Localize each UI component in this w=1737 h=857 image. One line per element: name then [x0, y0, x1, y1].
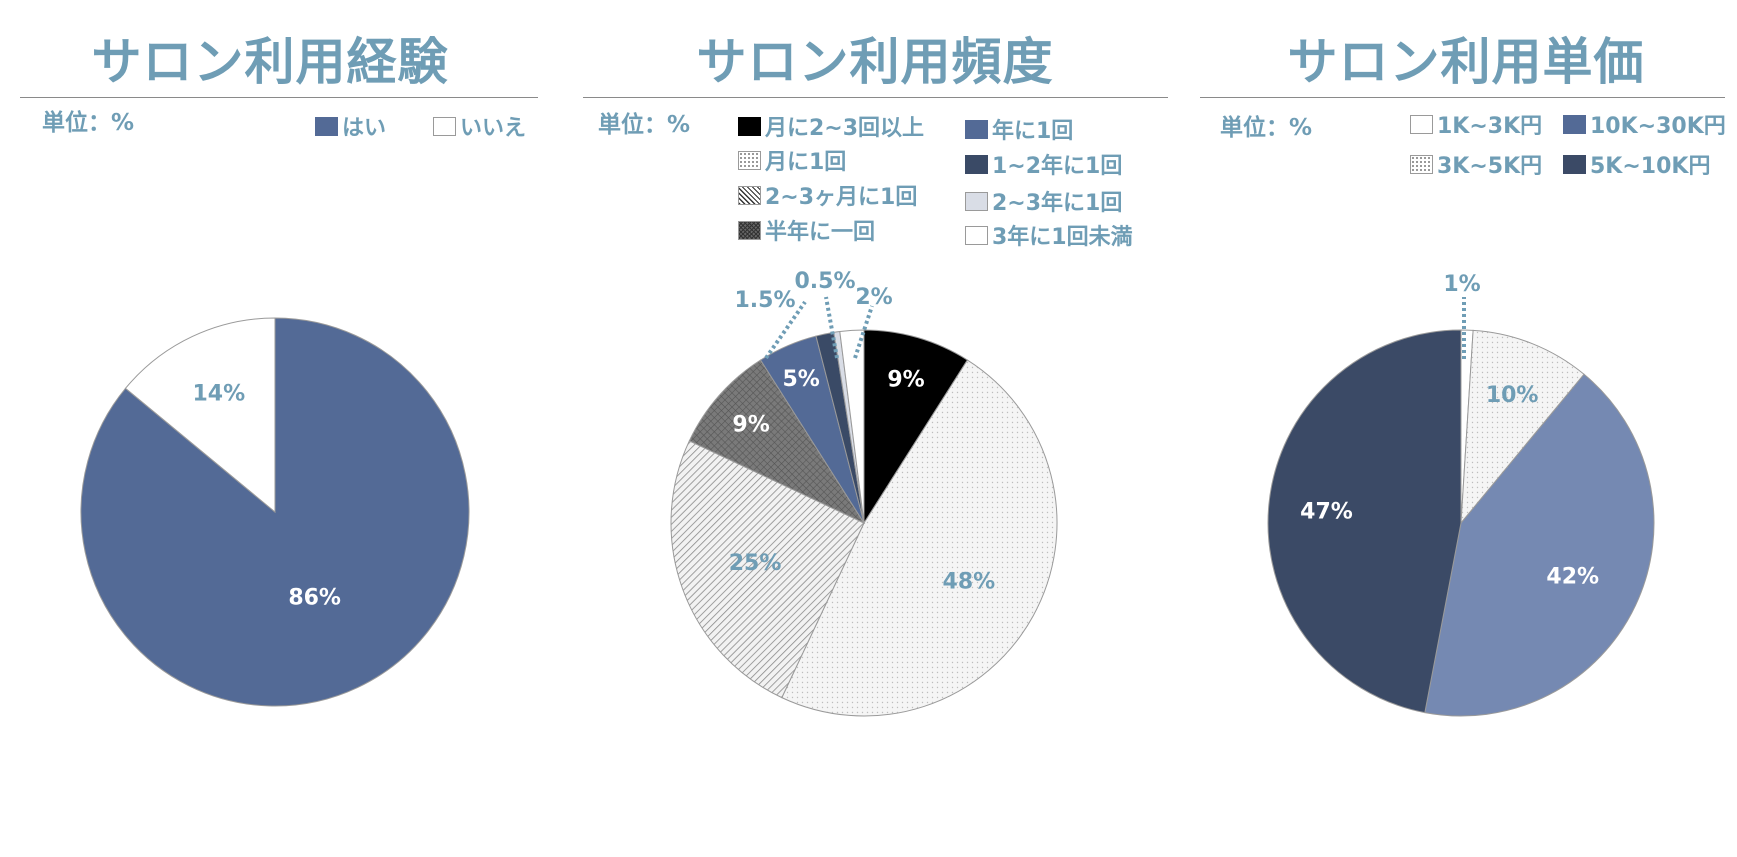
data-label-3: 9% — [732, 412, 769, 437]
legend-label: 半年に一回 — [765, 220, 876, 245]
chart-title: サロン利用頻度 — [696, 33, 1054, 91]
pie-slice-3 — [688, 359, 866, 525]
legend-swatch — [738, 116, 761, 136]
chart-panel-frequency: サロン利用頻度 単位：% 月に2~3回以上 月に1回 2~3ヶ月に1回 半年に一… — [580, 0, 1170, 857]
legend-swatch — [965, 119, 988, 139]
legend-label: 年に1回 — [992, 119, 1074, 144]
legend-item-freq-4: 年に1回 — [965, 113, 1073, 145]
legend-label: 10K~30K円 — [1590, 114, 1726, 139]
pie-slice-1 — [124, 317, 276, 514]
legend-label: 3K~5K円 — [1437, 154, 1543, 179]
pie-slice-7 — [839, 329, 865, 524]
data-label-2: 25% — [729, 551, 782, 576]
data-label-1: 10% — [1486, 383, 1539, 408]
legend-label: はい — [342, 116, 387, 141]
chart-title: サロン利用経験 — [91, 33, 449, 91]
legend-label: 1K~3K円 — [1437, 114, 1543, 139]
data-label-1: 48% — [943, 570, 996, 595]
legend-item-freq-3: 半年に一回 — [738, 214, 875, 246]
legend-label: 2~3ヶ月に1回 — [765, 185, 918, 210]
data-label-5: 1.5% — [734, 288, 795, 313]
unit-label: 単位：% — [1220, 115, 1313, 141]
pie-slice-1 — [1460, 329, 1585, 525]
pie-slice-2 — [670, 440, 865, 699]
legend-swatch — [1410, 154, 1433, 174]
data-label-4: 5% — [782, 367, 819, 392]
legend-swatch — [738, 185, 761, 205]
data-label-0: 1% — [1443, 272, 1480, 297]
leader-line-5 — [764, 300, 807, 360]
legend-item-freq-6: 2~3年に1回 — [965, 185, 1122, 217]
unit-label: 単位：% — [598, 112, 691, 138]
legend-swatch — [965, 154, 988, 174]
legend-swatch — [738, 150, 761, 170]
title-divider — [583, 97, 1168, 98]
chart-panel-price: サロン利用単価 単位：% 1K~3K円 3K~5K円 10K~30K円 5K~1… — [1195, 0, 1737, 857]
data-label-1: 14% — [192, 382, 245, 407]
legend-label: 月に1回 — [765, 150, 847, 175]
legend-item-freq-5: 1~2年に1回 — [965, 148, 1122, 180]
legend-item-freq-1: 月に1回 — [738, 144, 846, 176]
legend-item-price-1: 3K~5K円 — [1410, 148, 1542, 180]
legend-item-price-0: 1K~3K円 — [1410, 108, 1542, 140]
pie-slice-2 — [1424, 373, 1655, 717]
legend-label: 2~3年に1回 — [992, 191, 1123, 216]
legend-label: 月に2~3回以上 — [765, 116, 925, 141]
data-label-0: 86% — [288, 585, 341, 610]
legend-label: 1~2年に1回 — [992, 154, 1123, 179]
legend-item-price-3: 5K~10K円 — [1563, 148, 1710, 180]
pie-slice-3 — [1267, 329, 1462, 714]
pie-slice-0 — [863, 329, 969, 525]
legend-swatch — [315, 116, 338, 136]
data-label-3: 47% — [1300, 499, 1353, 524]
legend-item-freq-0: 月に2~3回以上 — [738, 110, 924, 142]
pie-chart-frequency: 9% 48% 25% 9% 5% 1.5%0.5%2% — [670, 269, 1058, 717]
legend-swatch — [965, 191, 988, 211]
legend-label: いいえ — [460, 116, 527, 141]
pie-slice-1 — [781, 359, 1058, 717]
legend-swatch — [433, 116, 456, 136]
legend-item-no: いいえ — [433, 110, 526, 142]
legend-swatch — [1563, 154, 1586, 174]
unit-label: 単位：% — [42, 110, 135, 136]
pie-chart-price: 1% 10% 42% 47% — [1267, 272, 1655, 717]
legend-label: 3年に1回未満 — [992, 225, 1133, 250]
pie-chart-experience: 86% 14% — [80, 317, 470, 707]
chart-title: サロン利用単価 — [1287, 33, 1645, 91]
data-label-0: 9% — [887, 367, 924, 392]
legend-swatch — [1410, 114, 1433, 134]
data-label-7: 2% — [855, 285, 892, 310]
leader-line-6 — [824, 296, 839, 359]
legend-item-freq-2: 2~3ヶ月に1回 — [738, 179, 917, 211]
data-label-2: 42% — [1546, 565, 1599, 590]
legend-item-yes: はい — [315, 110, 386, 142]
legend-swatch — [965, 225, 988, 245]
data-label-6: 0.5% — [794, 269, 855, 294]
title-divider — [20, 97, 538, 98]
legend-swatch — [738, 220, 761, 240]
legend-label: 5K~10K円 — [1590, 154, 1711, 179]
legend-item-freq-7: 3年に1回未満 — [965, 219, 1133, 251]
legend-swatch — [1563, 114, 1586, 134]
title-divider — [1200, 97, 1725, 98]
chart-panel-experience: サロン利用経験 単位：% はい いいえ 86% 14% — [0, 0, 560, 857]
legend-item-price-2: 10K~30K円 — [1563, 108, 1726, 140]
